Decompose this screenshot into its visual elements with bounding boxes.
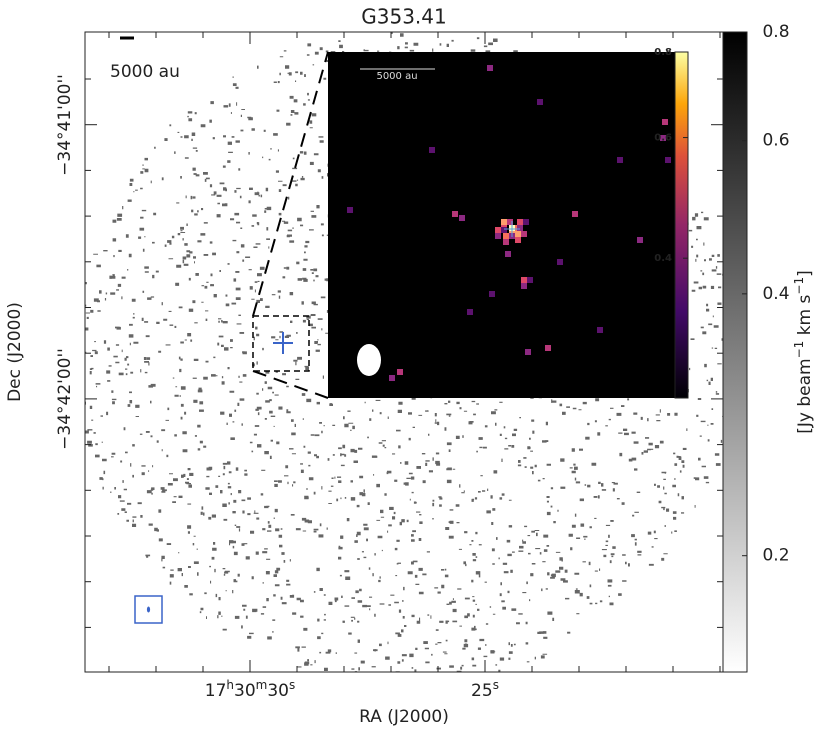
colorbar [722,31,748,673]
colorbar-label: [Jy beam−1 km s−1] [792,270,815,433]
y-tick-label: −34°42'00'' [55,348,75,450]
inset-pixel [617,157,623,163]
x-axis-label: RA (J2000) [359,707,449,727]
zoom-line [252,370,329,399]
colorbar-tick-label: 0.4 [762,284,789,304]
unit: s [493,678,499,692]
noise-map [85,32,723,672]
inset-beam [357,344,381,376]
inset-pixel [527,277,533,283]
inset-pixel [459,215,465,221]
inset-pixel [517,225,523,231]
source-marker [273,332,293,354]
inset-pixel [495,233,501,239]
inset-pixel [521,283,527,289]
unit: −1 [792,277,806,295]
inset-pixel [662,119,668,125]
ra-min: 30 [234,681,256,701]
inset-pixel [525,349,531,355]
axis-ticks [85,32,723,672]
inset-colorbar [674,51,689,399]
inset-pixel [572,211,578,217]
x-tick-label: 17h30m30s [205,678,296,701]
inset-pixel [557,259,563,265]
inset-pixel [507,219,513,225]
inset-pixel [495,227,501,233]
sky-image [85,32,723,672]
zoom-line [252,51,329,317]
x-tick-label: 25s [471,678,499,701]
inset-pixel [517,219,523,225]
inset-pixel [389,375,395,381]
inset-pixel [501,227,507,233]
inset-pixel [637,237,643,243]
unit: s [289,678,295,692]
beam-box [134,595,163,624]
y-axis-label: Dec (J2000) [5,302,25,402]
colorbar-tick-label: 0.8 [654,47,672,58]
inset-pixel [505,251,511,257]
title: G353.41 [361,5,446,29]
scale-bar-label: 5000 au [110,62,180,82]
inset-marker [504,221,520,237]
colorbar-tick-label: 0.2 [762,546,789,566]
unit: m [256,678,268,692]
colorbar-tick-label: 0.6 [762,131,789,151]
inset-pixel [503,239,509,245]
inset-pixel [347,207,353,213]
zoom-box [252,315,310,372]
inset-pixel [503,233,509,239]
inset-pixel [665,157,671,163]
inset-pixel [487,65,493,71]
inset-pixel [523,219,529,225]
inset-pixel [521,277,527,283]
inset-pixel [660,135,666,141]
ra-hours: 17 [205,681,227,701]
ra-sec: 25 [471,681,493,701]
colorbar-tick-label: 0.4 [654,253,672,264]
inset-pixel [537,99,543,105]
inset-scale-label: 5000 au [376,71,417,82]
inset-pixel [467,309,473,315]
y-tick-label: −34°41'00'' [55,74,75,176]
unit: km s [795,294,815,340]
inset-pixel [429,147,435,153]
unit: ] [795,270,815,277]
unit: h [226,678,234,692]
inset-pixel [597,327,603,333]
inset-pixel [545,345,551,351]
inset-pixel [515,231,521,237]
inset-pixel [452,211,458,217]
inset-pixel [515,237,521,243]
unit: [Jy beam [795,358,815,433]
unit: −1 [792,341,806,359]
colorbar-tick-label: 0.8 [762,22,789,42]
ra-sec: 30 [267,681,289,701]
beam [146,606,151,613]
inset-pixel [521,231,527,237]
inset-pixel [397,369,403,375]
inset-pixel [501,219,507,225]
colorbar-tick-label: 0.6 [654,133,672,144]
inset-pixel [489,291,495,297]
